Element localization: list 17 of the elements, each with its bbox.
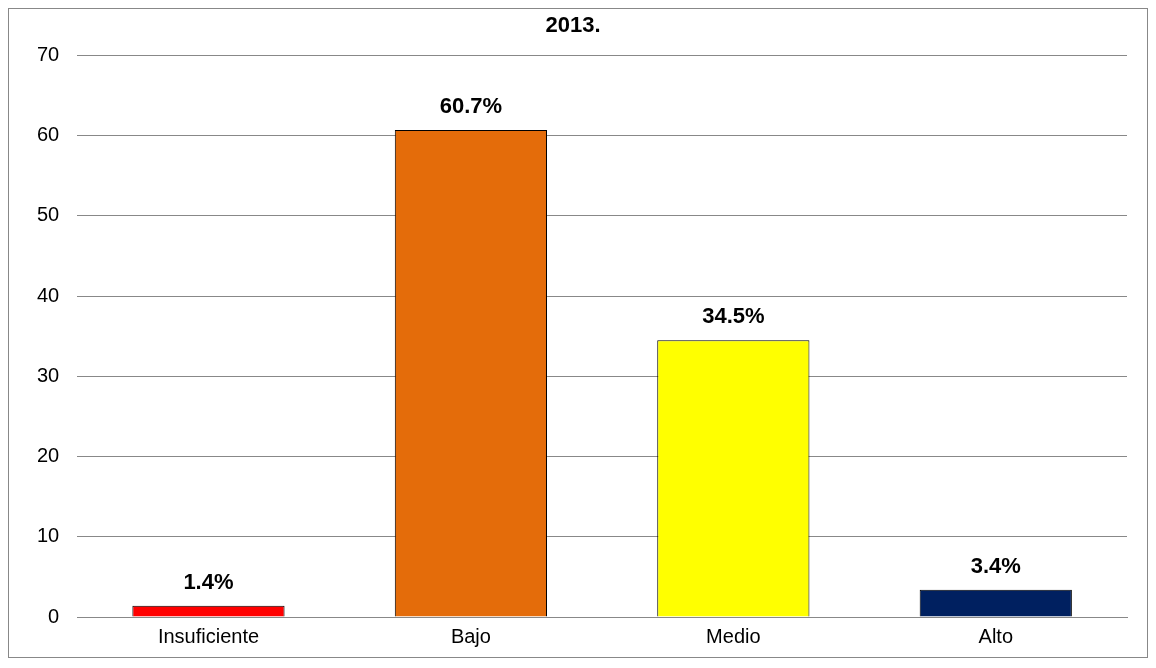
x-tick-label: Insuficiente <box>157 624 260 647</box>
y-tick-label: 20 <box>37 444 60 467</box>
data-label: 60.7% <box>439 93 503 119</box>
chart-title: 2013. <box>545 12 601 38</box>
data-label: 1.4% <box>183 568 234 594</box>
y-tick-label: 60 <box>37 123 60 146</box>
x-tick-label: Medio <box>706 624 761 647</box>
y-tick-label: 40 <box>37 283 60 306</box>
y-tick-label: 0 <box>48 604 60 627</box>
data-label: 3.4% <box>970 552 1021 578</box>
y-tick-label: 70 <box>37 42 60 65</box>
y-tick-label: 30 <box>37 363 60 386</box>
y-tick-label: 10 <box>37 524 60 547</box>
y-tick-label: 50 <box>37 203 60 226</box>
x-tick-label: Alto <box>978 624 1014 647</box>
data-label: 34.5% <box>702 303 765 329</box>
x-tick-label: Bajo <box>450 624 491 647</box>
